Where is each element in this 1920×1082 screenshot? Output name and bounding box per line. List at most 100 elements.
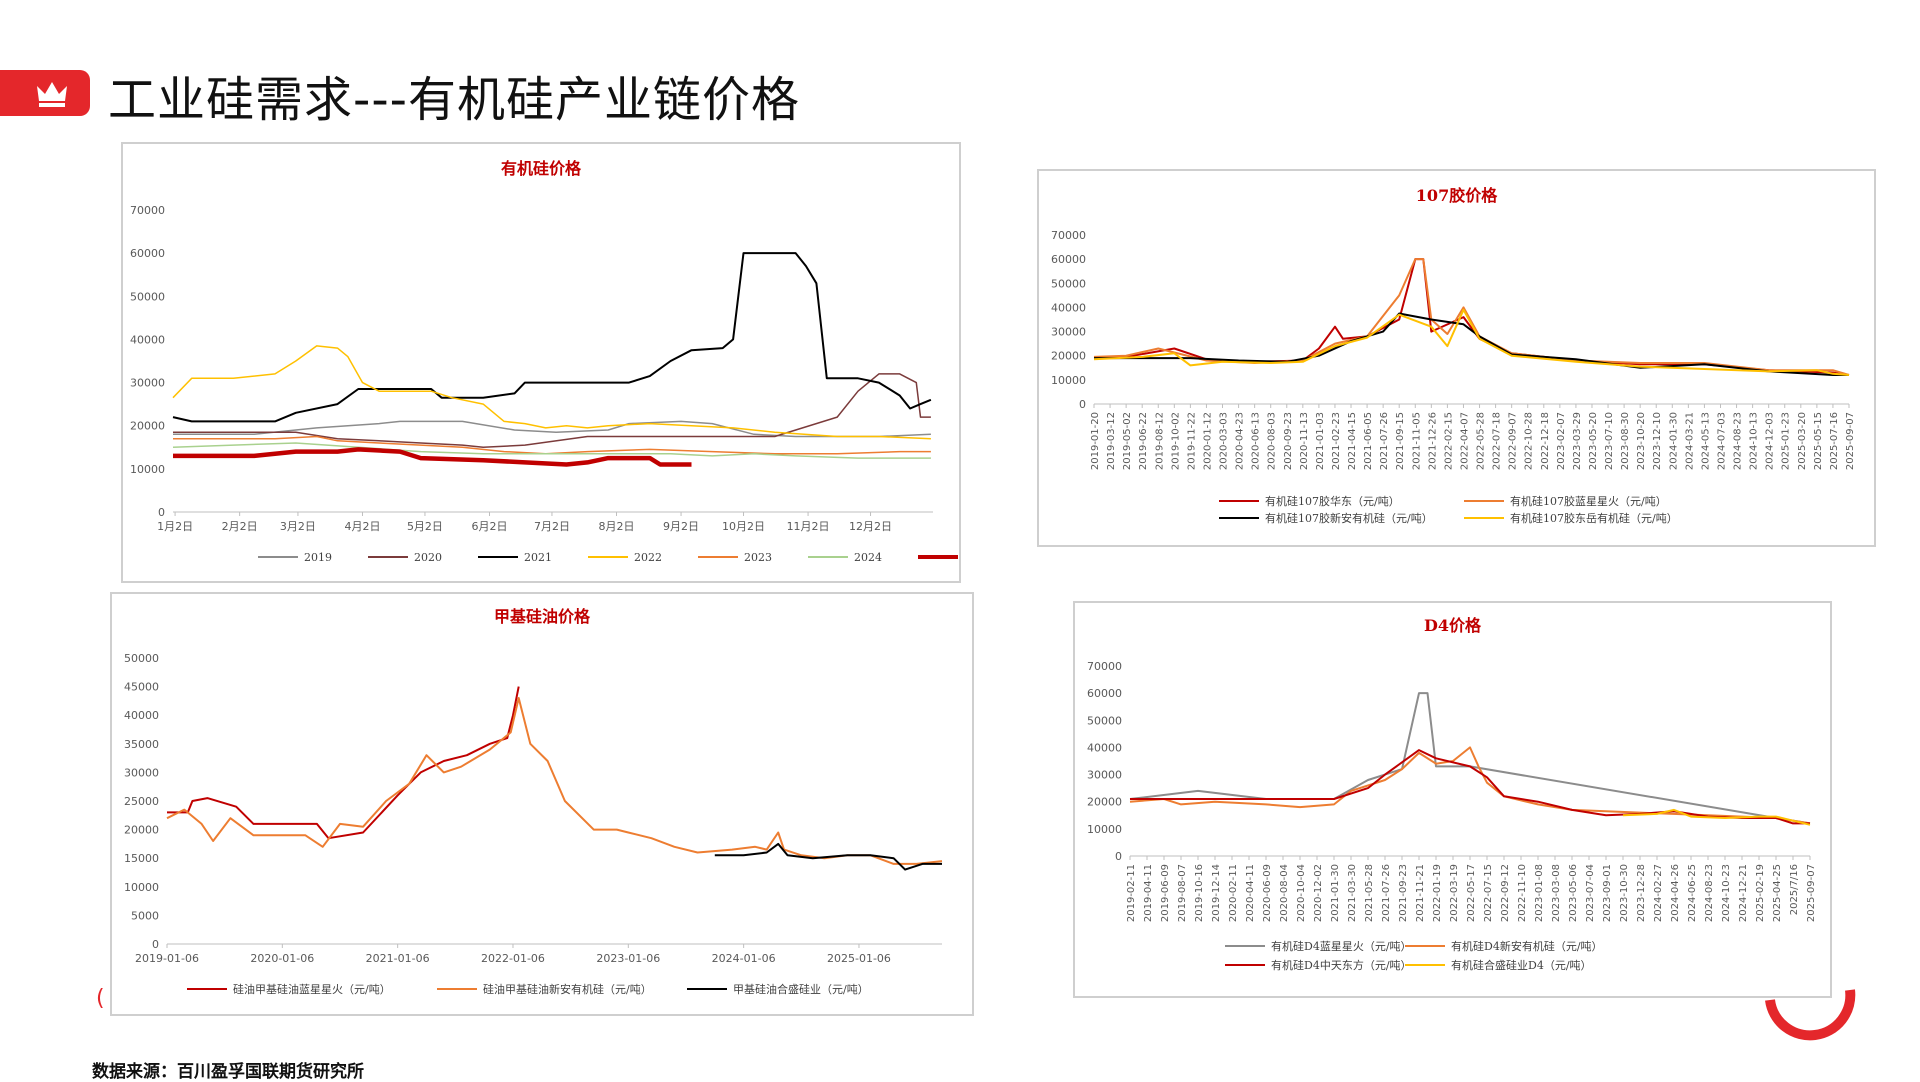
x-tick-label: 2022-07-18 bbox=[1492, 412, 1503, 470]
x-tick-label: 2023-07-04 bbox=[1585, 864, 1596, 922]
y-tick-label: 20000 bbox=[1087, 796, 1122, 809]
y-tick-label: 10000 bbox=[1051, 374, 1086, 387]
x-tick-label: 2021-01-30 bbox=[1330, 864, 1341, 922]
page-title: 工业硅需求---有机硅产业链价格 bbox=[108, 72, 800, 128]
x-tick-label: 2025-07-16 bbox=[1829, 412, 1840, 470]
x-tick-label: 2019-08-07 bbox=[1177, 864, 1188, 922]
y-tick-label: 0 bbox=[158, 506, 165, 519]
x-tick-label: 9月2日 bbox=[663, 520, 699, 533]
y-tick-label: 35000 bbox=[124, 738, 159, 751]
y-tick-label: 50000 bbox=[124, 652, 159, 665]
y-tick-label: 10000 bbox=[1087, 823, 1122, 836]
x-tick-label: 2024-08-23 bbox=[1733, 412, 1744, 470]
x-tick-label: 2023-09-01 bbox=[1602, 864, 1613, 922]
x-tick-label: 2019-01-20 bbox=[1090, 412, 1101, 470]
x-tick-label: 2024-05-13 bbox=[1700, 412, 1711, 470]
y-tick-label: 70000 bbox=[1087, 660, 1122, 673]
y-tick-label: 30000 bbox=[130, 377, 165, 390]
y-tick-label: 30000 bbox=[1087, 769, 1122, 782]
x-tick-label: 2025-09-07 bbox=[1806, 864, 1817, 922]
x-tick-label: 2023-12-28 bbox=[1636, 864, 1647, 922]
x-tick-label: 2022-05-17 bbox=[1466, 864, 1477, 922]
series-line-1 bbox=[173, 373, 931, 449]
legend-label: 有机硅D4新安有机硅（元/吨） bbox=[1451, 939, 1603, 953]
x-tick-label: 2021-09-23 bbox=[1398, 864, 1409, 922]
series-line-1 bbox=[1129, 746, 1811, 825]
legend-label: 甲基硅油合盛硅业（元/吨） bbox=[733, 982, 869, 996]
x-tick-label: 2020-01-06 bbox=[250, 952, 314, 965]
x-tick-label: 2021-12-26 bbox=[1427, 412, 1438, 470]
series-line-6 bbox=[173, 447, 692, 467]
x-tick-label: 2024-10-13 bbox=[1749, 412, 1760, 470]
series-line-0 bbox=[1129, 692, 1811, 825]
x-tick-label: 2021-05-28 bbox=[1364, 864, 1375, 922]
x-tick-label: 2019-10-02 bbox=[1170, 412, 1181, 470]
x-tick-label: 2020-09-23 bbox=[1283, 412, 1294, 470]
series-line-5 bbox=[172, 442, 931, 459]
x-tick-label: 2020-08-03 bbox=[1267, 412, 1278, 470]
legend-label: 有机硅107胶新安有机硅（元/吨） bbox=[1265, 511, 1433, 525]
x-tick-label: 2021-01-06 bbox=[366, 952, 430, 965]
legend-label: 2023 bbox=[744, 551, 772, 564]
x-tick-label: 2019-05-02 bbox=[1122, 412, 1133, 470]
legend-label: 2021 bbox=[524, 551, 552, 564]
y-tick-label: 0 bbox=[1115, 850, 1122, 863]
y-tick-label: 20000 bbox=[130, 420, 165, 433]
x-tick-label: 2025-01-23 bbox=[1781, 412, 1792, 470]
series-line-0 bbox=[167, 686, 520, 840]
x-tick-label: 2021-03-30 bbox=[1347, 864, 1358, 922]
series-line-0 bbox=[173, 420, 931, 438]
x-tick-label: 2020-06-13 bbox=[1251, 412, 1262, 470]
chart-methyl-silicone-oil-price: 甲基硅油价格 0 5000 10000 15000 20000 25000 30000 3500… bbox=[124, 607, 943, 996]
legend-label: 有机硅107胶华东（元/吨） bbox=[1265, 494, 1400, 508]
x-tick-label: 2021-11-05 bbox=[1411, 412, 1422, 470]
y-tick-label: 50000 bbox=[1087, 714, 1122, 727]
y-tick-label: 40000 bbox=[124, 709, 159, 722]
series-line-0 bbox=[1093, 258, 1850, 376]
x-tick-label: 2025-02-19 bbox=[1755, 864, 1766, 922]
x-tick-label: 2021-07-26 bbox=[1379, 412, 1390, 470]
y-tick-label: 10000 bbox=[130, 463, 165, 476]
x-tick-label: 2023-03-08 bbox=[1551, 864, 1562, 922]
y-tick-label: 70000 bbox=[1051, 229, 1086, 242]
chart-panel-107-glue-price: 107胶价格 0 10000 20000 30000 40000 50000 60000 700… bbox=[1037, 169, 1876, 547]
x-tick-label: 2022-04-07 bbox=[1459, 412, 1470, 470]
legend-label: 2024 bbox=[854, 551, 882, 564]
x-tick-label: 2020-11-13 bbox=[1299, 412, 1310, 470]
x-tick-label: 2023-10-20 bbox=[1636, 412, 1647, 470]
source-note: 数据来源：百川盈孚国联期货研究所 bbox=[92, 1062, 364, 1082]
page-corner-decoration bbox=[1765, 989, 1856, 1041]
series-line-2 bbox=[172, 252, 932, 423]
x-tick-label: 2月2日 bbox=[222, 520, 258, 533]
x-tick-label: 7月2日 bbox=[534, 520, 570, 533]
x-tick-label: 2023-08-30 bbox=[1620, 412, 1631, 470]
chart-silicone-price: 有机硅价格 0 10000 20000 30000 40000 50000 60000 7000… bbox=[130, 159, 958, 564]
crown-icon bbox=[37, 82, 67, 107]
x-tick-label: 4月2日 bbox=[344, 520, 380, 533]
chart-title: 甲基硅油价格 bbox=[494, 607, 591, 626]
x-tick-label: 2019-06-09 bbox=[1160, 864, 1171, 922]
legend-label: 有机硅107胶蓝星星火（元/吨） bbox=[1510, 494, 1667, 508]
chart-title: 有机硅价格 bbox=[501, 159, 582, 178]
y-tick-label: 40000 bbox=[130, 333, 165, 346]
x-tick-label: 2025-01-06 bbox=[827, 952, 891, 965]
x-tick-label: 2022-09-07 bbox=[1508, 412, 1519, 470]
x-tick-label: 2023-01-06 bbox=[596, 952, 660, 965]
x-tick-label: 2020-04-11 bbox=[1245, 864, 1256, 922]
x-tick-label: 2023-12-10 bbox=[1652, 412, 1663, 470]
x-tick-label: 3月2日 bbox=[280, 520, 316, 533]
x-tick-label: 2019-10-16 bbox=[1194, 864, 1205, 922]
header-badge bbox=[0, 70, 90, 116]
legend-label: 2020 bbox=[414, 551, 442, 564]
y-tick-label: 50000 bbox=[130, 290, 165, 303]
x-tick-label: 2020-01-12 bbox=[1202, 412, 1213, 470]
x-tick-label: 2022-10-28 bbox=[1524, 412, 1535, 470]
x-tick-label: 2019-12-14 bbox=[1211, 864, 1222, 922]
x-tick-label: 2023-10-30 bbox=[1619, 864, 1630, 922]
x-tick-label: 2023-05-20 bbox=[1588, 412, 1599, 470]
x-tick-label: 2022-01-06 bbox=[481, 952, 545, 965]
y-tick-label: 20000 bbox=[124, 824, 159, 837]
x-tick-label: 2019-03-12 bbox=[1106, 412, 1117, 470]
x-tick-label: 2022-05-28 bbox=[1476, 412, 1487, 470]
y-tick-label: 60000 bbox=[1051, 253, 1086, 266]
